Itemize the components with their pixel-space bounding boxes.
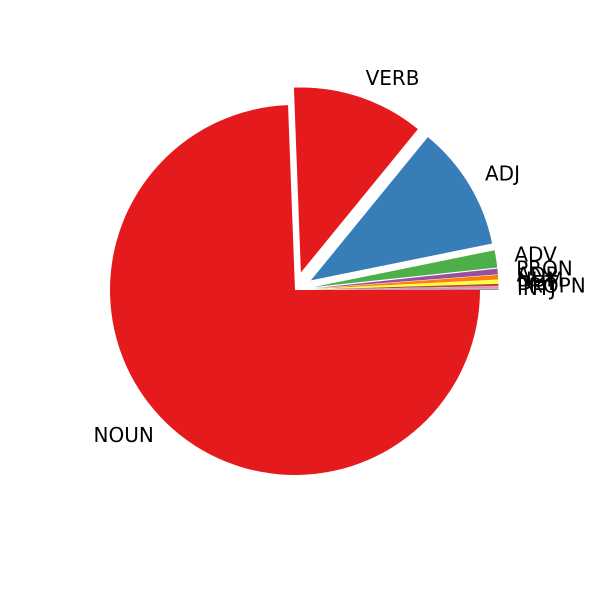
slice-label-propn: PROPN bbox=[517, 274, 586, 298]
slice-label-adp: ADP bbox=[517, 263, 558, 287]
pie-slice-propn bbox=[313, 286, 499, 290]
pie-slice-noun bbox=[110, 105, 480, 476]
pie-slice-adv bbox=[313, 250, 498, 288]
pie-slice-adj bbox=[310, 137, 493, 281]
slice-label-verb: VERB bbox=[366, 66, 420, 90]
pie-slices bbox=[110, 87, 499, 476]
pie-slice-verb bbox=[293, 87, 418, 273]
pie-slice-adp bbox=[313, 274, 499, 289]
slice-label-num: NUM bbox=[517, 267, 564, 291]
slice-label-intj: INTJ bbox=[517, 276, 556, 300]
slice-label-adj: ADJ bbox=[485, 162, 520, 186]
slice-label-det: DET bbox=[517, 271, 558, 295]
pie-slice-pron bbox=[313, 268, 498, 289]
pie-slice-num bbox=[313, 279, 499, 290]
slice-label-pron: PRON bbox=[516, 256, 573, 280]
pie-slice-det bbox=[313, 283, 499, 290]
pie-slice-intj bbox=[313, 288, 499, 290]
slice-label-adv: ADV bbox=[514, 242, 557, 266]
slice-label-noun: NOUN bbox=[94, 423, 154, 447]
